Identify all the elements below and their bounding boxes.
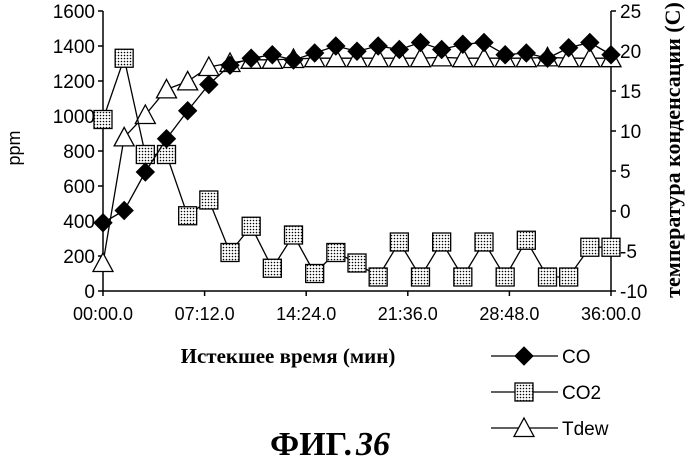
figure-caption: ФИГ.36 [0,426,660,464]
data-point-co [412,34,430,52]
data-point-co2 [327,244,345,262]
data-point-co2 [369,268,387,286]
x-axis-label: Истекшее время (мин) [181,344,396,368]
data-point-co2 [560,268,578,286]
y-tick-label: 1000 [53,107,95,128]
data-point-co [560,39,578,57]
data-point-co2 [581,238,599,256]
left-axis-ticks: 0 200 400 600 800 1000 1200 1400 1600 [53,2,103,303]
data-point-co2 [348,254,366,272]
data-point-co [454,35,472,53]
data-point-co2 [94,111,112,129]
y2-tick-label: -5 [620,242,637,263]
y2-axis-label: температура конденсации (C) [660,2,685,298]
data-point-co2 [221,244,239,262]
data-point-co2 [115,49,133,67]
x-tick-label: 21:36.0 [378,304,438,324]
y-tick-label: 1200 [53,72,95,93]
y-tick-label: 400 [63,212,95,233]
x-tick-label: 36:00.0 [581,304,641,324]
series-line-co [103,43,611,223]
data-point-tdew [178,71,198,90]
data-point-co2 [285,226,303,244]
y2-tick-label: 5 [620,162,631,183]
data-point-co2 [412,268,430,286]
legend-item-co: CO [491,347,591,368]
data-point-co2 [517,231,535,249]
y-tick-label: 600 [63,177,95,198]
data-point-co [115,202,133,220]
legend-label: CO [562,347,591,368]
y-axis-label: ppm [4,130,24,165]
y-tick-label: 800 [63,142,95,163]
figure-number: 36 [356,426,390,463]
y2-tick-label: 25 [620,2,641,23]
y2-tick-label: 10 [620,122,641,143]
y-tick-label: 200 [63,247,95,268]
data-point-co2 [602,238,620,256]
legend-label: CO2 [562,383,601,404]
data-point-co2 [242,217,260,235]
legend-marker-co [515,347,533,365]
data-point-co [390,41,408,59]
data-point-co2 [539,268,557,286]
data-point-co2 [454,268,472,286]
data-point-co2 [496,268,514,286]
y2-tick-label: 0 [620,202,631,223]
data-point-co2 [475,233,493,251]
y2-tick-label: 15 [620,82,641,103]
data-point-co2 [200,191,218,209]
x-tick-label: 00:00.0 [73,304,133,324]
data-point-co2 [136,146,154,164]
data-point-co2 [263,259,281,277]
x-tick-label: 14:24.0 [276,304,336,324]
data-point-co2 [306,265,324,283]
data-point-co [433,41,451,59]
x-tick-label: 28:48.0 [479,304,539,324]
series-co2 [94,49,620,286]
data-point-co2 [433,233,451,251]
figure-label: ФИГ. [270,426,352,463]
y-tick-label: 1600 [53,2,95,23]
y-tick-label: 1400 [53,37,95,58]
series-layer [93,34,621,287]
data-point-co2 [179,207,197,225]
legend-item-co2: CO2 [491,383,601,404]
data-point-co2 [390,233,408,251]
x-axis-ticks: 00:00.0 07:12.0 14:24.0 21:36.0 28:48.0 36:00… [73,291,641,324]
data-point-co [581,34,599,52]
y2-tick-label: 20 [620,42,641,63]
y2-tick-label: -10 [620,282,647,303]
y-tick-label: 0 [84,282,95,303]
x-tick-label: 07:12.0 [175,304,235,324]
data-point-tdew [157,79,177,98]
data-point-co [369,37,387,55]
data-point-co [179,102,197,120]
data-point-co [475,34,493,52]
legend-marker-co2 [515,383,533,401]
data-point-co [327,37,345,55]
right-axis-ticks: -10 -5 0 5 10 15 20 25 [611,2,647,303]
data-point-tdew [93,253,113,272]
data-point-co [136,163,154,181]
